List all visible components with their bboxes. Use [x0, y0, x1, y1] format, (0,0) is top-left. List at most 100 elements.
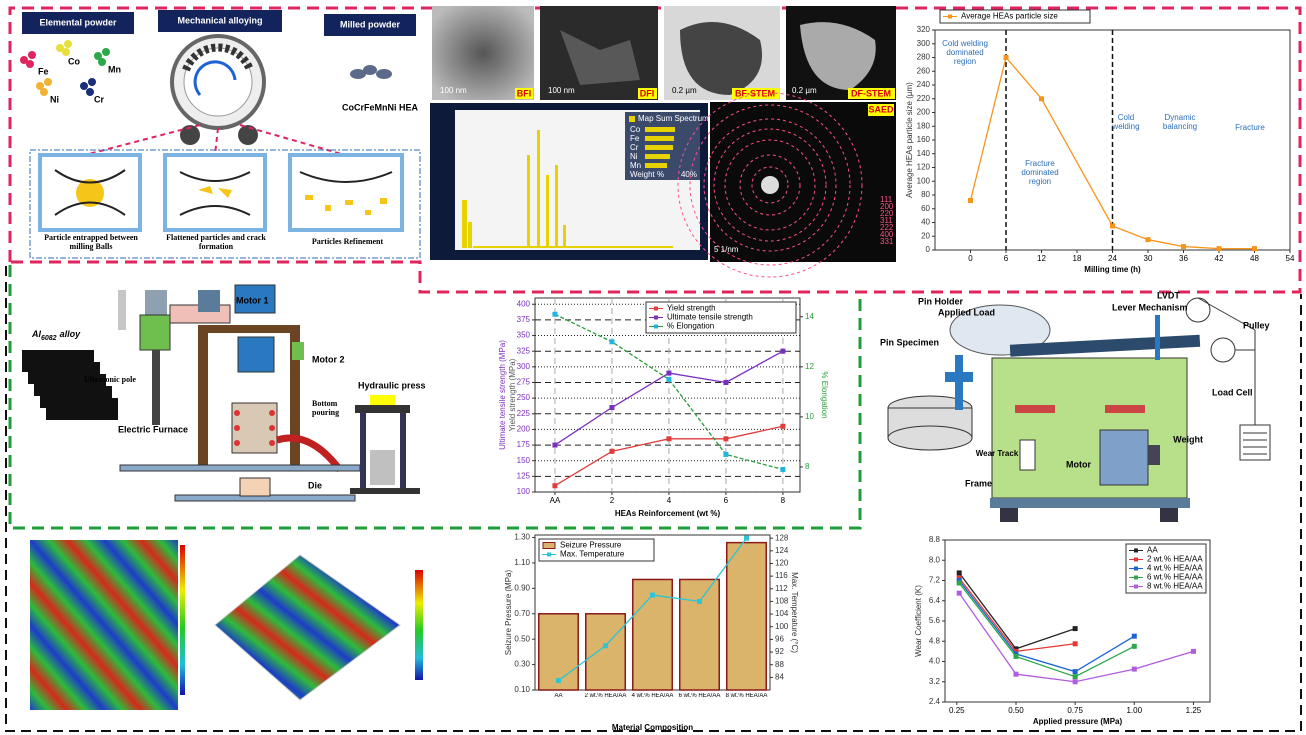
data-point [556, 678, 561, 683]
scale-bar: 5 1/nm [714, 245, 739, 254]
x-tick-label-wrap: AA [535, 693, 582, 715]
y2-tick-label: 84 [775, 672, 784, 681]
y-tick-label: 1.30 [514, 533, 530, 542]
graphical-abstract: Elemental powder Mechanical alloying Mil… [0, 0, 1306, 735]
legend-marker [654, 307, 658, 311]
data-point [666, 371, 671, 376]
data-point [1110, 223, 1115, 228]
element: Cr [94, 94, 104, 104]
x-tick-label: 6 [1004, 254, 1009, 263]
legend-label: Max. Temperature [560, 550, 625, 559]
y-tick-label: 225 [517, 409, 531, 418]
annotation-wrap: Cold welding dominated region [940, 40, 990, 70]
eds-element: Fe [630, 134, 640, 143]
legend-label: 4 wt.% HEA/AA [1147, 564, 1203, 573]
y-tick-label: 400 [517, 299, 531, 308]
annotation: Dynamic balancing [1160, 114, 1200, 132]
x-tick-label: 1.00 [1126, 706, 1142, 715]
y-tick-label: 100 [517, 487, 531, 496]
legend-label: Ultimate tensile strength [667, 313, 753, 322]
eds-element: Co [630, 125, 641, 134]
data-point [603, 643, 608, 648]
legend-label: AA [1147, 546, 1158, 555]
element: Ni [50, 94, 59, 104]
data-point [780, 349, 785, 354]
data-point [1132, 634, 1137, 639]
label: Milled powder [340, 19, 401, 29]
legend-marker [1134, 576, 1138, 580]
data-point [666, 436, 671, 441]
step-label: Particle entrapped between milling Balls [35, 234, 147, 260]
y-tick-label: 0.50 [514, 634, 530, 643]
y-tick-label: 260 [917, 66, 931, 75]
x-tick-label: 48 [1250, 254, 1259, 263]
tribometer-panel: Pin Holder Applied Load Lever Mechanism … [880, 290, 1270, 522]
annotation-wrap: Fracture [1230, 124, 1270, 154]
y2-axis-title: % Elongation [820, 371, 829, 418]
y2-tick-label: 128 [775, 533, 789, 542]
x-tick-label: 0.75 [1067, 706, 1083, 715]
x-tick-label-wrap: 2 wt.% HEA/AA [582, 693, 629, 715]
x-tick-label: 12 [1037, 254, 1046, 263]
legend-marker [1134, 549, 1138, 553]
y-tick-label: 140 [917, 149, 931, 158]
legend-label: Average HEAs particle size [961, 12, 1058, 21]
y2-tick-label: 96 [775, 634, 784, 643]
label: Pulley [1243, 320, 1270, 330]
data-point [1073, 669, 1078, 674]
legend-label: % Elongation [667, 322, 714, 331]
x-tick-label: 1.25 [1186, 706, 1202, 715]
data-point [723, 436, 728, 441]
y-tick-label: 4.8 [929, 636, 941, 645]
data-point [609, 339, 614, 344]
y-tick-label: 250 [517, 393, 531, 402]
y-tick-label: 0.90 [514, 583, 530, 592]
data-point [1191, 649, 1196, 654]
label: Bottom pouring [312, 400, 362, 418]
annotation-wrap: Cold welding [1108, 114, 1144, 144]
y2-tick-label: 8 [805, 462, 810, 471]
alloy-part: Al [31, 329, 41, 339]
y-tick-label: 180 [917, 121, 931, 130]
data-point [1039, 96, 1044, 101]
step-label: Flattened particles and crack formation [155, 234, 277, 260]
x-tick-label: 8 wt.% HEA/AA [723, 693, 770, 700]
x-tick-label: 0.25 [949, 706, 965, 715]
y-tick-label: 320 [917, 25, 931, 34]
y2-tick-label: 124 [775, 546, 789, 555]
image-tag: DF-STEM [851, 88, 891, 98]
data-point [697, 599, 702, 604]
surface-3d [215, 555, 400, 700]
scale-bar: 0.2 µm [792, 86, 817, 95]
surface-maps [30, 540, 423, 710]
y-tick-label: 160 [917, 135, 931, 144]
annotation-wrap: Dynamic balancing [1160, 114, 1200, 144]
x-tick-label: 2 wt.% HEA/AA [582, 693, 629, 700]
y-axis-title: Ultimate tensile strength (MPa) [498, 340, 507, 450]
label: LVDT [1157, 290, 1180, 300]
surface-2d [30, 540, 178, 710]
y-axis-title: Wear Coefficient (K) [914, 585, 923, 657]
x-tick-label-wrap: 6 wt.% HEA/AA [676, 693, 723, 715]
x-tick-label: 6 wt.% HEA/AA [676, 693, 723, 700]
x-tick-label: AA [535, 693, 582, 700]
x-tick-label: 0 [968, 254, 973, 263]
data-point [723, 380, 728, 385]
data-point [957, 581, 962, 586]
annotation: Cold welding [1108, 114, 1144, 132]
data-point [1073, 626, 1078, 631]
element: Mn [108, 64, 121, 74]
y-tick-label: 350 [517, 331, 531, 340]
y-tick-label: 20 [921, 231, 930, 240]
y2-tick-label: 92 [775, 647, 784, 656]
data-point [780, 467, 785, 472]
y2-tick-label: 88 [775, 660, 784, 669]
legend-marker [1134, 567, 1138, 571]
scale-bar: 100 nm [548, 86, 575, 95]
y-tick-label: 275 [517, 378, 531, 387]
y-tick-label: 80 [921, 190, 930, 199]
x-tick-label-wrap: 8 wt.% HEA/AA [723, 693, 770, 715]
y2-axis-title: Max. Temperature (°C) [790, 572, 799, 653]
image-tag: BF-STEM [735, 88, 775, 98]
